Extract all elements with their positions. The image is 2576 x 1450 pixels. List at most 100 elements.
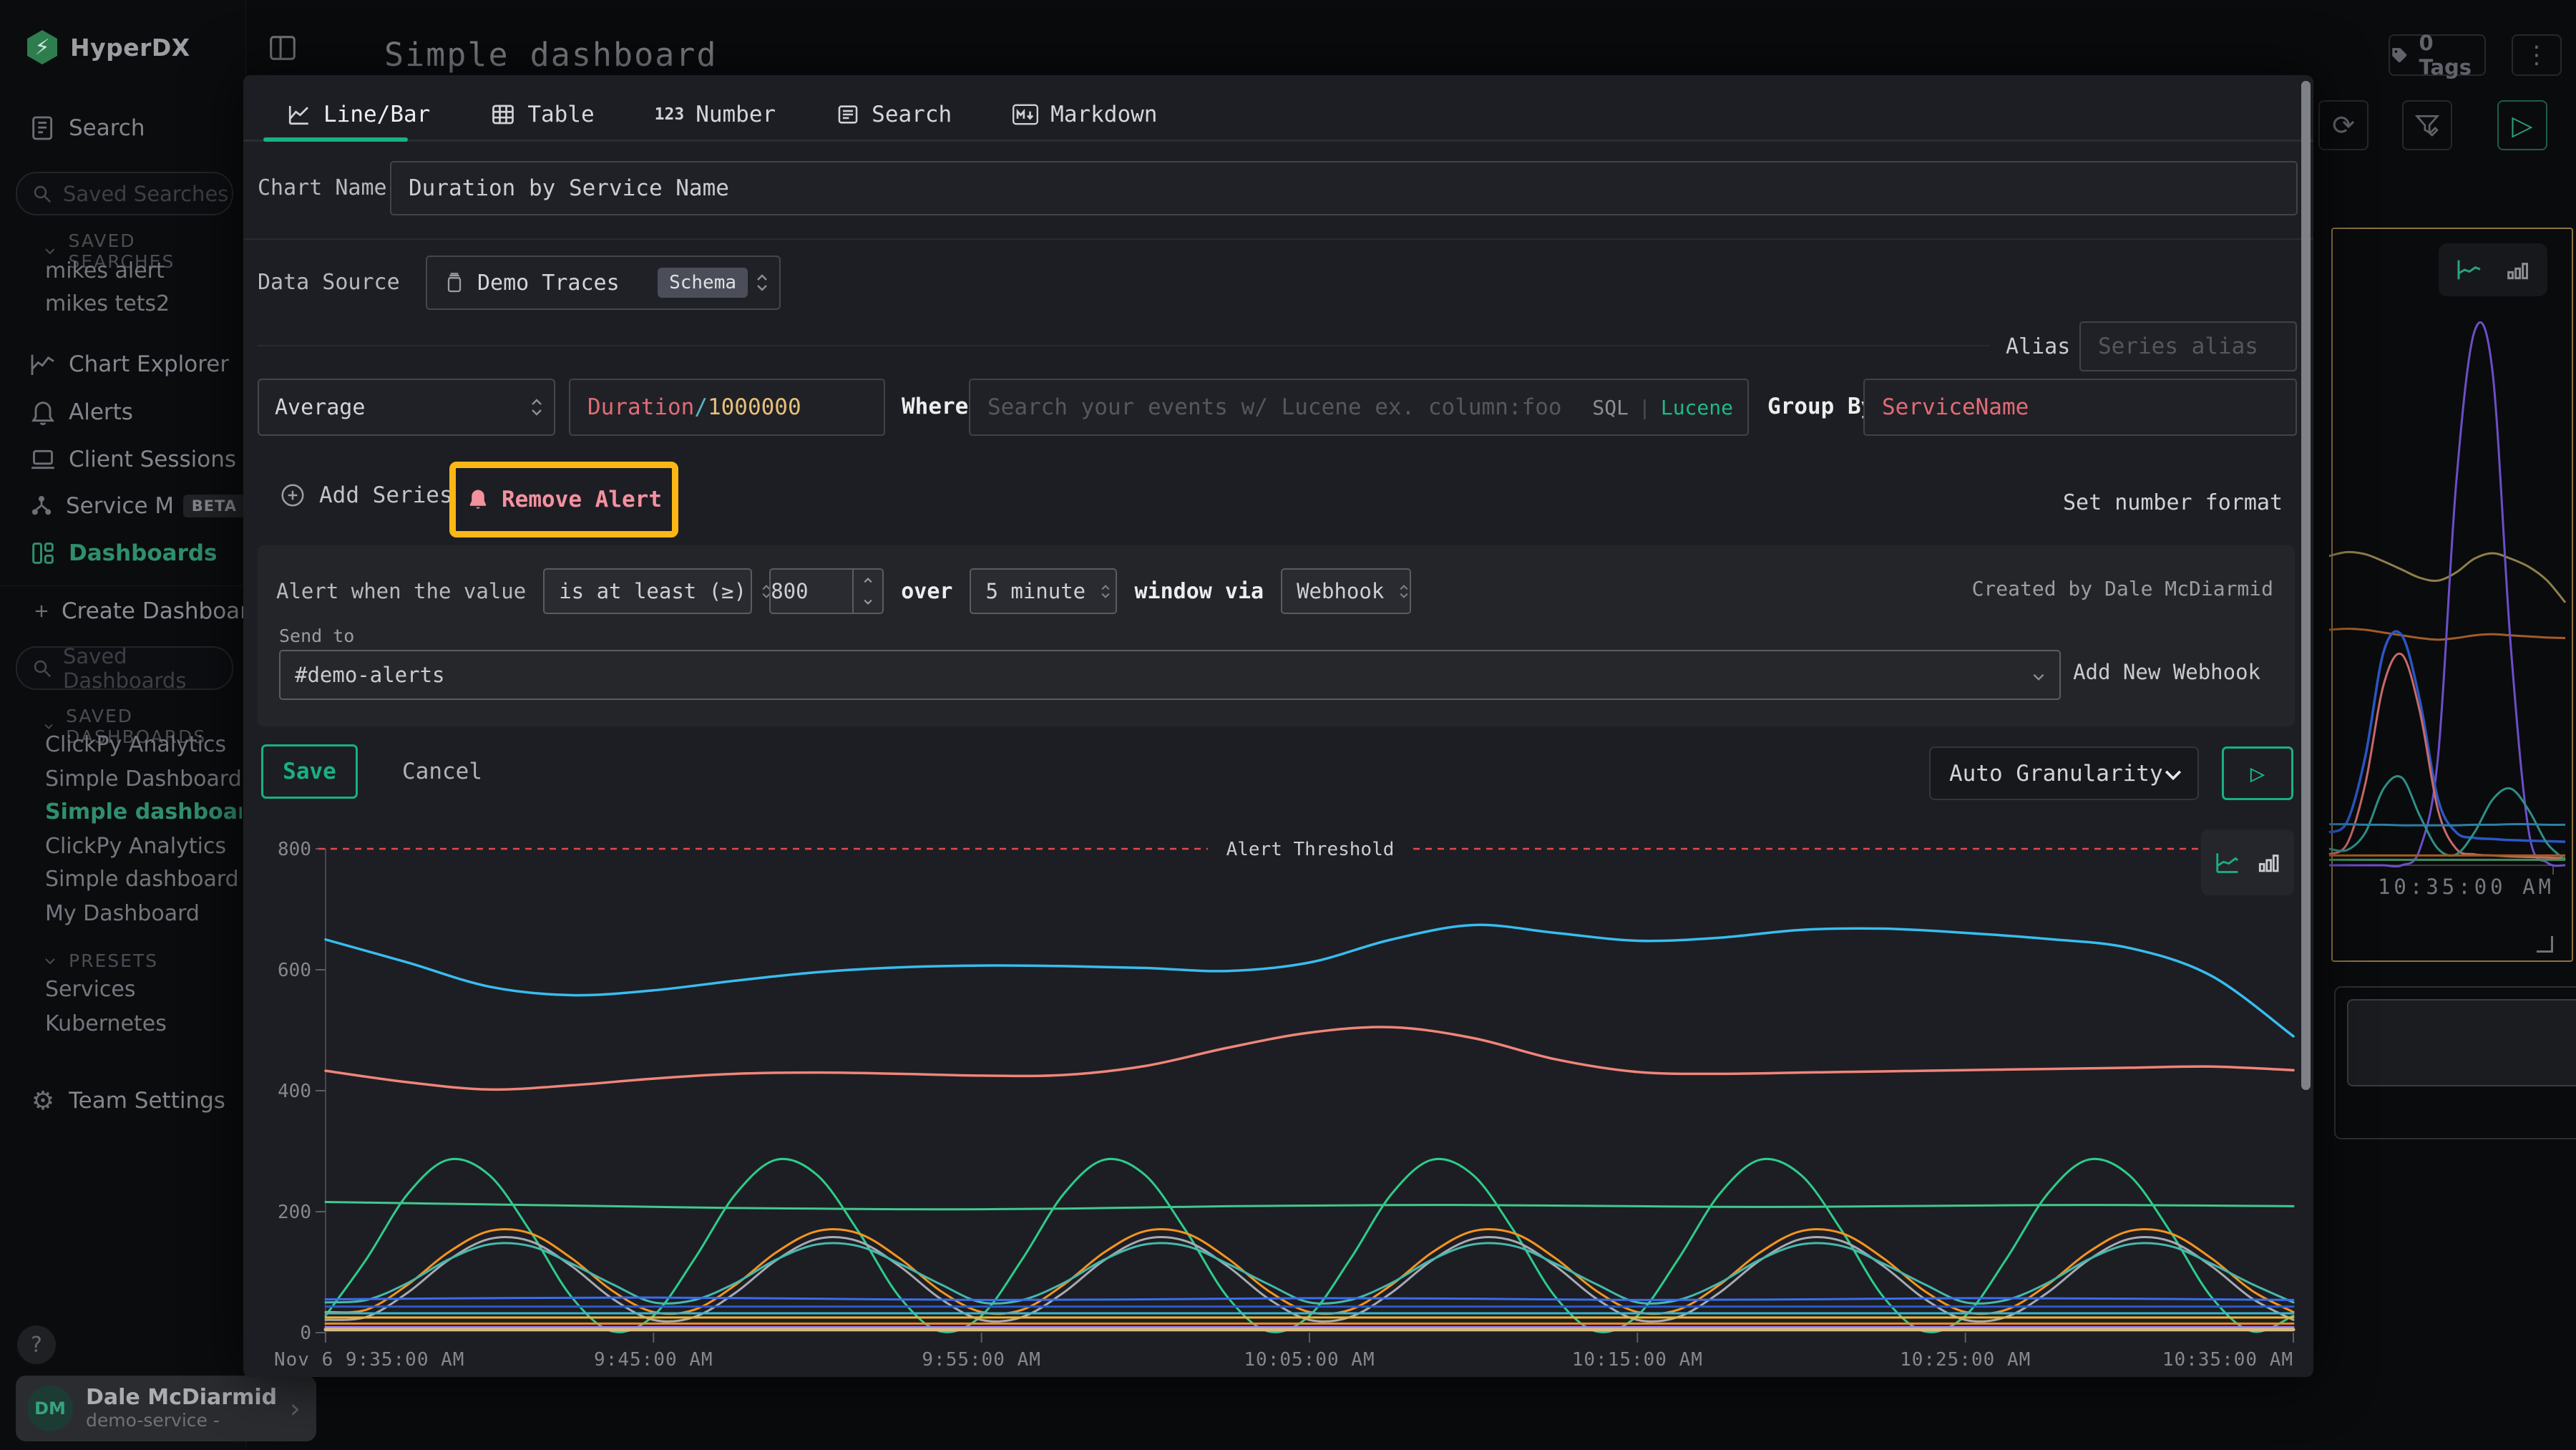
svg-text:400: 400 <box>278 1081 311 1102</box>
page-title: Simple dashboard <box>384 36 717 74</box>
chart-type-toggle[interactable] <box>2201 829 2294 895</box>
avatar: DM <box>27 1386 73 1431</box>
user-org: demo-service - <box>86 1411 277 1431</box>
logo[interactable]: ⚡ HyperDX <box>27 30 190 64</box>
saved-searches-input[interactable]: Saved Searches <box>16 172 233 215</box>
dashboards-icon <box>27 539 59 568</box>
magnifier-icon <box>31 658 53 679</box>
alert-window-select[interactable]: 5 minute <box>970 568 1117 614</box>
tab-markdown[interactable]: Markdown <box>1012 102 1157 127</box>
help-button[interactable]: ? <box>17 1325 56 1364</box>
duration-chart: 0200400600800Nov 6 9:35:00 AM9:45:00 AM9… <box>243 805 2313 1371</box>
filter-button[interactable] <box>2402 100 2452 150</box>
created-by-label: Created by Dale McDiarmid <box>1972 577 2273 600</box>
add-series-button[interactable]: Add Series <box>279 482 453 509</box>
chevron-down-icon <box>862 598 874 605</box>
sidebar-item-team-settings[interactable]: ⚙ Team Settings <box>0 1082 245 1119</box>
saved-search-item[interactable]: mikes alert <box>45 258 165 283</box>
search-doc-icon <box>836 102 860 127</box>
line-chart-icon <box>2212 849 2243 876</box>
dashboard-item-active[interactable]: Simple dashboard <box>45 799 242 824</box>
data-source-label: Data Source <box>258 270 400 295</box>
sidebar-item-dashboards[interactable]: Dashboards <box>0 535 245 572</box>
alert-channel-select[interactable]: Webhook <box>1281 568 1411 614</box>
data-source-select[interactable]: Demo Traces Schema <box>426 256 781 310</box>
sidebar-item-alerts[interactable]: Alerts <box>0 394 245 431</box>
run-query-background-button[interactable]: ▷ <box>2497 100 2547 150</box>
schema-badge[interactable]: Schema <box>658 268 748 298</box>
run-chart-button[interactable]: ▷ <box>2222 746 2293 800</box>
tab-table[interactable]: Table <box>490 102 594 127</box>
gear-icon: ⚙ <box>27 1086 59 1116</box>
filter-icon <box>2414 112 2441 139</box>
bell-icon <box>466 487 490 512</box>
panel-resize-handle[interactable] <box>2537 936 2553 953</box>
kebab-menu-button[interactable]: ⋮ <box>2512 34 2562 76</box>
presets-header[interactable]: PRESETS <box>42 950 158 971</box>
lucene-mode-toggle[interactable]: Lucene <box>1661 396 1733 419</box>
tab-search[interactable]: Search <box>836 102 952 127</box>
alert-threshold-input[interactable]: 800 <box>769 568 884 614</box>
background-next-panel-toolbar <box>2347 999 2576 1086</box>
svg-text:10:35:00 AM: 10:35:00 AM <box>2162 1349 2293 1371</box>
saved-dashboards-input[interactable]: Saved Dashboards <box>16 646 233 690</box>
save-button[interactable]: Save <box>261 744 358 799</box>
refresh-button[interactable]: ⟳ <box>2318 100 2368 150</box>
dashboard-item[interactable]: Simple Dashboard <box>45 767 242 792</box>
sidebar-item-search[interactable]: Search <box>0 110 245 147</box>
series-divider <box>258 345 1989 346</box>
where-search-input[interactable]: Search your events w/ Lucene ex. column:… <box>969 379 1749 436</box>
svg-text:200: 200 <box>278 1202 311 1223</box>
tab-number[interactable]: 123 Number <box>655 102 776 127</box>
user-card[interactable]: DM Dale McDiarmid demo-service - › <box>16 1376 316 1441</box>
select-chevrons-icon <box>1100 584 1111 599</box>
modal-scrollbar[interactable] <box>2301 81 2311 1090</box>
svg-text:0: 0 <box>300 1323 311 1344</box>
bell-icon <box>27 398 59 427</box>
chevron-down-icon <box>42 243 59 260</box>
series-alias-input[interactable]: Series alias <box>2079 321 2297 371</box>
saved-search-item[interactable]: mikes tets2 <box>45 291 170 316</box>
number-spinner[interactable] <box>852 570 882 613</box>
sidebar-collapse-icon[interactable] <box>266 31 299 67</box>
sidebar-item-chart-explorer[interactable]: Chart Explorer <box>0 346 245 383</box>
cancel-button[interactable]: Cancel <box>402 744 482 799</box>
alias-label: Alias <box>2006 334 2070 359</box>
logo-text: HyperDX <box>70 34 190 62</box>
user-name: Dale McDiarmid <box>86 1386 277 1411</box>
chart-name-input[interactable]: Duration by Service Name <box>390 161 2298 215</box>
chart-editor-modal: Line/Bar Table 123 Number Search <box>243 75 2313 1377</box>
group-by-input[interactable]: ServiceName <box>1863 379 2297 436</box>
preset-item[interactable]: Kubernetes <box>45 1011 167 1036</box>
tags-button[interactable]: 0 Tags <box>2389 34 2486 76</box>
sql-mode-toggle[interactable]: SQL <box>1592 396 1629 419</box>
dashboard-item[interactable]: ClickPy Analytics <box>45 834 226 859</box>
section-divider <box>243 238 2313 240</box>
sidebar-item-service-map[interactable]: Service Map BETA <box>0 487 245 525</box>
tab-line-bar[interactable]: Line/Bar <box>286 102 430 127</box>
svg-text:9:55:00 AM: 9:55:00 AM <box>922 1349 1041 1371</box>
sidebar-item-client-sessions[interactable]: Client Sessions <box>0 441 245 478</box>
remove-alert-button[interactable]: Remove Alert <box>466 487 662 512</box>
preset-item[interactable]: Services <box>45 977 136 1002</box>
background-chart-type-toggle[interactable] <box>2439 243 2547 296</box>
aggregation-select[interactable]: Average <box>258 379 555 436</box>
markdown-icon <box>1012 102 1039 127</box>
bar-chart-icon <box>2255 849 2283 876</box>
search-doc-icon <box>27 114 59 142</box>
set-number-format-button[interactable]: Set number format <box>2063 490 2283 515</box>
tag-icon <box>2390 44 2409 66</box>
dashboard-item[interactable]: My Dashboard <box>45 901 200 926</box>
sidebar-divider <box>0 585 245 586</box>
add-new-webhook-button[interactable]: Add New Webhook <box>2073 660 2260 684</box>
dashboard-item[interactable]: ClickPy Analytics <box>45 732 226 757</box>
create-dashboard-button[interactable]: Create Dashboard <box>0 593 245 630</box>
send-to-select[interactable]: #demo-alerts <box>279 650 2061 700</box>
alert-condition-select[interactable]: is at least (≥) <box>543 568 752 614</box>
dashboard-item[interactable]: Simple dashboard <box>45 867 239 892</box>
svg-text:10:15:00 AM: 10:15:00 AM <box>1572 1349 1703 1371</box>
granularity-select[interactable]: Auto Granularity <box>1929 746 2199 800</box>
service-map-icon <box>27 492 56 520</box>
field-expression-input[interactable]: Duration/1000000 <box>569 379 885 436</box>
refresh-icon: ⟳ <box>2332 110 2355 141</box>
